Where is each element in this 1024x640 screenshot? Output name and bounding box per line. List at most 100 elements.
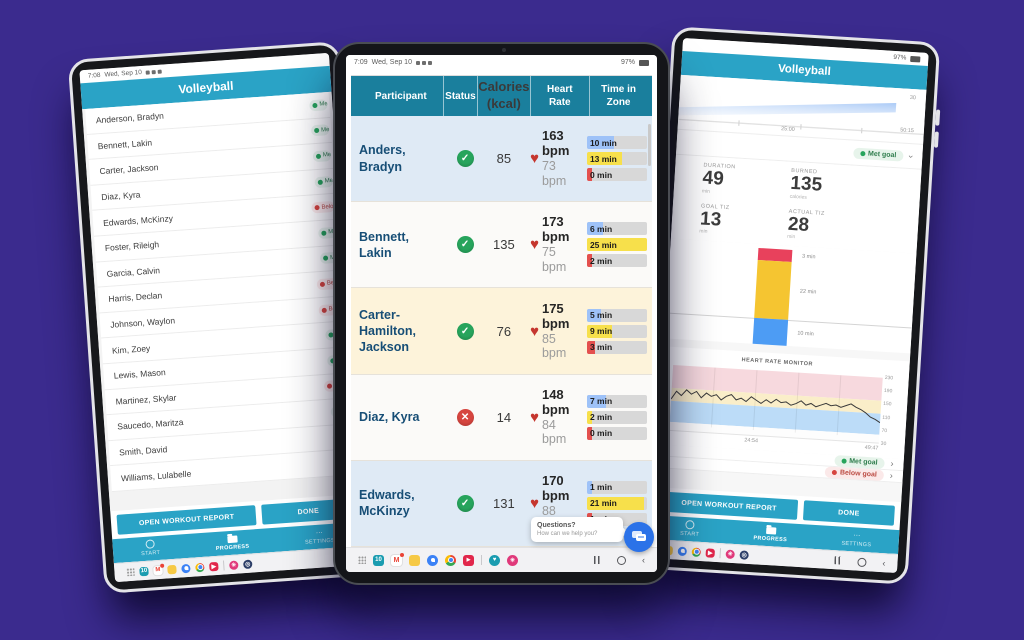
below-goal-dot	[321, 307, 327, 313]
battery-icon	[910, 55, 921, 62]
chat-subtitle: How can we help you?	[537, 531, 598, 537]
check-icon	[456, 494, 474, 512]
x-tick: 24:54	[744, 437, 759, 445]
tiz-segment-yellow	[754, 259, 792, 320]
open-workout-report-button[interactable]: OPEN WORKOUT REPORT	[660, 491, 798, 520]
y-tick: 30	[880, 440, 887, 448]
nav-start[interactable]: START	[680, 520, 700, 538]
column-header: Calories (kcal)	[478, 76, 531, 116]
nav-settings-label: SETTINGS	[304, 537, 336, 546]
front-camera	[501, 48, 506, 52]
chrome-icon[interactable]	[195, 562, 205, 572]
chrome-icon[interactable]	[445, 554, 456, 566]
nav-settings[interactable]: ⋯ SETTINGS	[304, 529, 336, 546]
heart-icon: ♥	[530, 150, 539, 168]
table-header: Participant Status Calories (kcal) Heart Ra…	[351, 76, 652, 116]
status-bar: 7:09 Wed, Sep 10 97%	[346, 55, 657, 70]
progress-folder-icon	[765, 526, 776, 535]
recents-button[interactable]	[594, 556, 601, 564]
zone-fill	[586, 324, 612, 338]
participant-name: Diaz, Kyra	[359, 410, 420, 425]
video-app-icon[interactable]	[705, 547, 716, 558]
chat-title: Questions?	[537, 522, 576, 529]
recents-button[interactable]	[834, 556, 842, 565]
column-header: Heart Rate	[531, 76, 591, 116]
bpm-values: 175 bpm 85 bpm	[542, 301, 582, 361]
check-icon	[456, 150, 474, 168]
center-screen: 7:09 Wed, Sep 10 97% Participant Status Ca…	[346, 55, 657, 572]
blue-zone-pill: 1 min	[586, 480, 648, 494]
red-zone-pill: 0 min	[586, 168, 648, 182]
participant-name: Johnson, Waylon	[109, 315, 176, 330]
taskbar: 10 M ‹	[346, 547, 657, 572]
nav-progress[interactable]: PROGRESS	[753, 526, 787, 543]
calendar-icon[interactable]: 10	[139, 566, 149, 576]
fitness-app-icon[interactable]	[489, 554, 500, 566]
blue-zone-pill: 7 min	[586, 394, 648, 408]
nav-start-label: START	[679, 530, 700, 538]
video-app-icon[interactable]	[209, 561, 219, 571]
messages-icon[interactable]	[427, 554, 438, 566]
scrollbar[interactable]	[648, 124, 651, 166]
done-button[interactable]: DONE	[802, 500, 895, 526]
home-button[interactable]	[857, 557, 867, 567]
zone-minutes: 3 min	[589, 342, 613, 352]
zone-minutes: 13 min	[589, 153, 617, 164]
store-icon[interactable]	[228, 559, 239, 570]
back-button[interactable]: ‹	[642, 554, 645, 565]
participant-name: Carter-Hamilton, Jackson	[359, 307, 416, 355]
calendar-icon[interactable]: 10	[373, 554, 384, 566]
column-header: Status	[444, 76, 479, 116]
tiz-bar	[752, 247, 793, 346]
back-button[interactable]: ‹	[882, 557, 886, 568]
heart-app-icon[interactable]	[242, 559, 253, 569]
x-tick: 25:00	[780, 126, 795, 133]
chat-button[interactable]	[624, 522, 654, 552]
messages-icon[interactable]	[181, 563, 191, 573]
nav-settings[interactable]: ⋯ SETTINGS	[841, 532, 872, 548]
status-cell	[447, 236, 482, 254]
yellow-zone-pill: 13 min	[586, 152, 648, 166]
home-button[interactable]	[617, 555, 626, 565]
heart-app-icon[interactable]	[739, 549, 749, 560]
apps-grid-icon[interactable]	[126, 567, 135, 577]
notification-icons	[145, 69, 162, 75]
zone-minutes: 21 min	[589, 498, 617, 509]
nav-start-label: START	[141, 549, 161, 558]
zone-fill	[586, 496, 644, 510]
notification-icons	[415, 60, 432, 65]
folder-icon[interactable]	[409, 554, 420, 566]
gmail-icon[interactable]: M	[391, 552, 404, 566]
stats-grid: DURATION 49 min BURNED 135 calories GOAL TIZ 13…	[670, 154, 922, 254]
nav-progress[interactable]: PROGRESS	[215, 535, 250, 552]
bpm-values: 148 bpm 84 bpm	[542, 387, 582, 447]
right-tablet: 97% Volleyball	[639, 26, 941, 585]
pill-label: Met goal	[848, 457, 878, 467]
zone-minutes: 6 min	[589, 223, 613, 234]
messages-icon[interactable]	[677, 546, 688, 556]
center-tablet: 7:09 Wed, Sep 10 97% Participant Status Ca…	[333, 42, 670, 585]
video-app-icon[interactable]	[463, 554, 474, 566]
settings-icon: ⋯	[853, 532, 861, 540]
time-in-zone-chart: 3 min 22 min 10 min	[664, 238, 917, 354]
participant-name: Lewis, Mason	[113, 367, 167, 381]
met-goal-dot	[315, 153, 322, 160]
participant-name: Martinez, Skylar	[115, 392, 177, 407]
heart-icon: ♥	[530, 494, 539, 512]
gmail-icon[interactable]: M	[153, 565, 163, 575]
store-icon[interactable]	[725, 549, 735, 559]
participant-name: Anderson, Bradyn	[95, 110, 165, 126]
apps-grid-icon[interactable]	[358, 556, 366, 564]
participant-name: Edwards, McKinzy	[102, 212, 174, 228]
below-goal-pill: Below goal	[824, 466, 885, 482]
below-goal-dot	[326, 383, 333, 390]
chrome-icon[interactable]	[691, 546, 702, 557]
folder-icon[interactable]	[167, 564, 177, 574]
volume-down-button	[933, 131, 939, 148]
nav-start[interactable]: START	[140, 539, 160, 557]
store-icon[interactable]	[507, 554, 518, 566]
